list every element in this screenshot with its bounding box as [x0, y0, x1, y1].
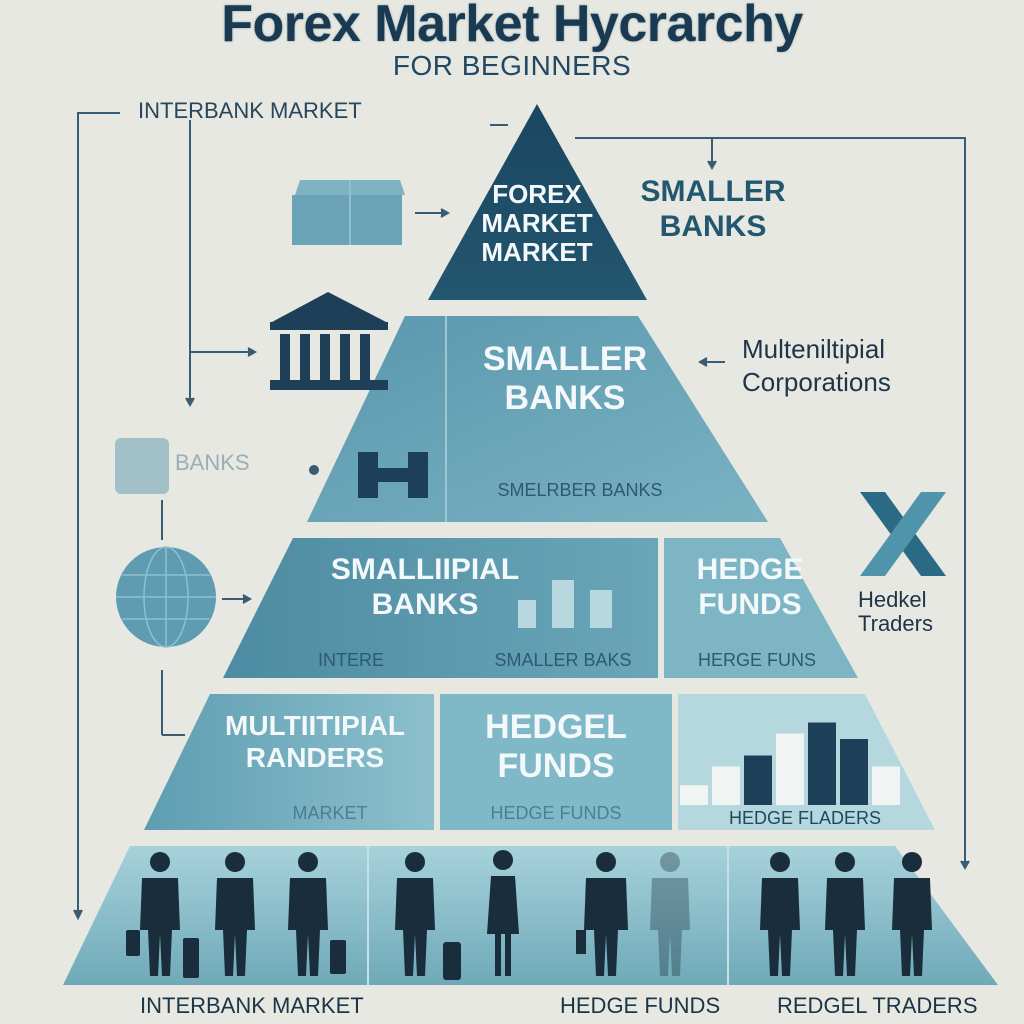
- globe-icon: [116, 546, 216, 648]
- tier-third-caption-a: INTERE: [318, 650, 385, 670]
- bar-chart-bar: [808, 722, 836, 805]
- bar-chart-bar: [712, 766, 740, 805]
- faded-card-icon: [115, 438, 169, 494]
- people-silhouettes-icon: [126, 850, 932, 980]
- faded-banks-label: BANKS: [175, 450, 250, 475]
- tier-third-right-label: HEDGE FUNDS: [696, 553, 804, 621]
- tier-fourth-right: [678, 694, 935, 830]
- bar-chart-icon: [680, 722, 900, 805]
- tier-fourth-middle: [440, 694, 672, 830]
- tier-fourth-left-caption: MARKET: [292, 803, 368, 823]
- tier-third-right-caption: HERGE FUNS: [697, 650, 816, 670]
- x-logo-icon: [860, 492, 946, 576]
- tier-fourth-right-caption: HEDGE FLADERS: [728, 808, 882, 828]
- smaller-banks-side-label: SMALLER BANKS: [640, 175, 786, 243]
- tier-second-caption: SMELRBER BANKS: [497, 480, 663, 500]
- bar-chart-bar: [840, 739, 868, 805]
- bar-chart-bar: [680, 785, 708, 805]
- bottom-label-interbank: INTERBANK MARKET: [140, 993, 364, 1018]
- tier-fourth-left-label: MULTIITIPIAL RANDERS: [225, 710, 405, 774]
- bank-building-icon: [270, 292, 388, 390]
- tier-third-right: [664, 538, 858, 678]
- bottom-label-hedge-funds: HEDGE FUNDS: [560, 993, 721, 1018]
- page-title: Forex Market Hycrarchy: [221, 0, 803, 53]
- bottom-label-traders: REDGEL TRADERS: [777, 993, 978, 1018]
- tier-fourth-middle-caption: HEDGE FUNDS: [490, 803, 622, 823]
- tier-third-left-label: SMALLIIPIAL BANKS: [330, 553, 520, 621]
- tier-top-label: FOREX MARKET MARKET: [481, 179, 593, 268]
- bar-chart-bar: [776, 733, 804, 805]
- traders-label: Hedkel Traders: [858, 587, 933, 637]
- mini-bar-icon: [518, 580, 612, 628]
- page-subtitle: FOR BEGINNERS: [392, 50, 632, 81]
- tier-second-label: SMALLER BANKS: [482, 340, 648, 418]
- interbank-market-label: INTERBANK MARKET: [138, 98, 362, 123]
- tier-top: [428, 104, 647, 300]
- corporations-label: Multeniltipial Corporations: [742, 334, 891, 397]
- tier-third-left: [223, 538, 658, 678]
- hedge-logo-icon: [358, 452, 428, 498]
- warehouse-icon: [292, 180, 405, 245]
- connector-lines: [73, 112, 970, 921]
- tier-fourth-middle-label: HEDGEL FUNDS: [485, 708, 627, 786]
- bar-chart-bar: [872, 766, 900, 805]
- tier-third-caption-b: SMALLER BAKS: [494, 650, 632, 670]
- bar-chart-bar: [744, 755, 772, 805]
- tier-fourth-left: [144, 694, 434, 830]
